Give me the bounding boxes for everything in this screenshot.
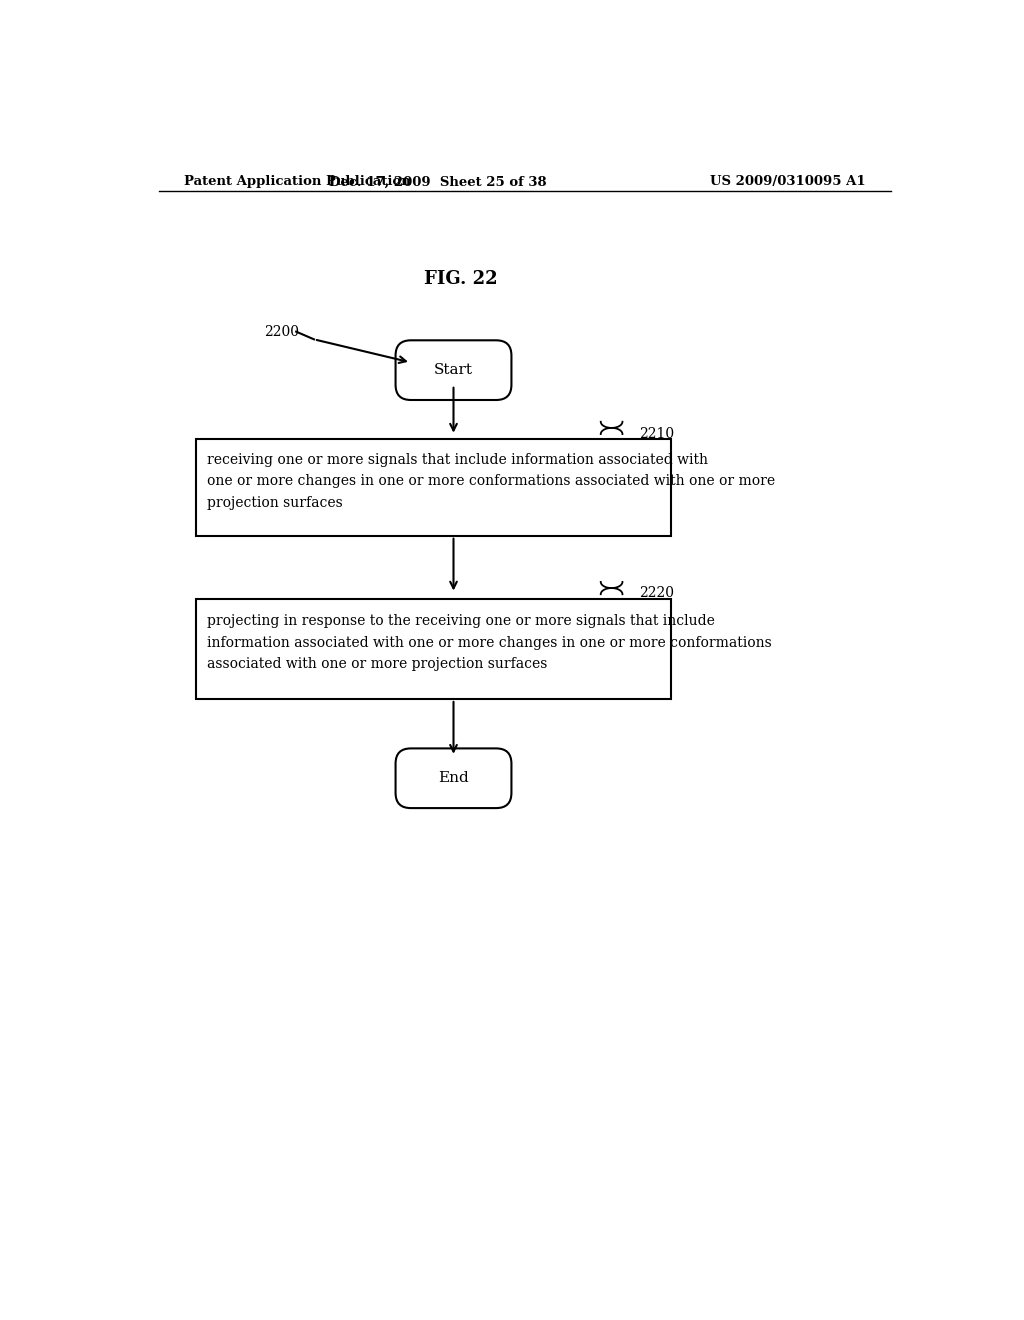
Text: Patent Application Publication: Patent Application Publication xyxy=(183,176,411,189)
Text: 2210: 2210 xyxy=(640,428,675,441)
Text: 2200: 2200 xyxy=(263,325,299,339)
FancyBboxPatch shape xyxy=(395,341,511,400)
Text: projecting in response to the receiving one or more signals that include
informa: projecting in response to the receiving … xyxy=(207,614,772,672)
Bar xyxy=(197,440,671,536)
FancyBboxPatch shape xyxy=(395,748,511,808)
Text: 2220: 2220 xyxy=(640,586,675,601)
Text: receiving one or more signals that include information associated with
one or mo: receiving one or more signals that inclu… xyxy=(207,453,775,510)
Text: US 2009/0310095 A1: US 2009/0310095 A1 xyxy=(711,176,866,189)
Text: Start: Start xyxy=(434,363,473,378)
Text: End: End xyxy=(438,771,469,785)
Text: Dec. 17, 2009  Sheet 25 of 38: Dec. 17, 2009 Sheet 25 of 38 xyxy=(329,176,547,189)
Bar xyxy=(197,599,671,700)
Text: FIG. 22: FIG. 22 xyxy=(424,271,498,288)
